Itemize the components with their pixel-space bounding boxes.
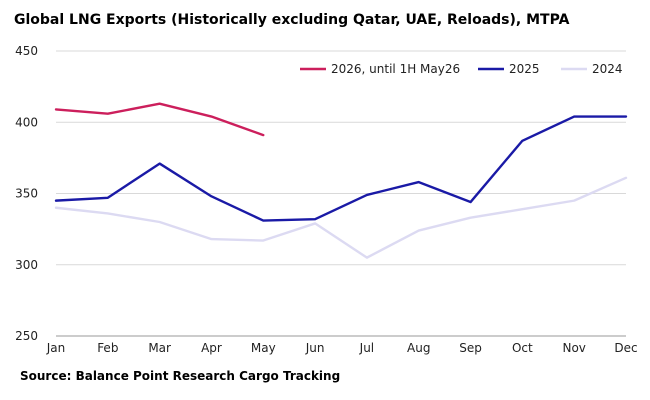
source-note: Source: Balance Point Research Cargo Tra… — [20, 369, 341, 383]
x-axis-ticks: Jan Feb Mar Apr May Jun Jul Aug Sep Oct Nov Dec — [46, 341, 638, 355]
y-tick-label: 300 — [15, 258, 38, 272]
series-line-2026-until-1h-may26 — [54, 102, 265, 137]
x-tick-label: Apr — [201, 341, 222, 355]
x-tick-label: Jul — [359, 341, 374, 355]
x-tick-label: Nov — [562, 341, 585, 355]
gridlines — [56, 50, 626, 337]
legend-label: 2024 — [592, 62, 623, 76]
y-tick-label: 400 — [15, 115, 38, 129]
series-lines — [54, 102, 628, 259]
x-tick-label: Dec — [614, 341, 637, 355]
y-tick-label: 450 — [15, 44, 38, 58]
y-tick-label: 250 — [15, 329, 38, 343]
x-tick-label: Oct — [512, 341, 533, 355]
x-tick-label: Jun — [305, 341, 325, 355]
legend-label: 2026, until 1H May26 — [331, 62, 460, 76]
x-tick-label: Aug — [407, 341, 430, 355]
chart-title: Global LNG Exports (Historically excludi… — [14, 12, 570, 28]
series-line-2025 — [54, 115, 628, 222]
x-tick-label: Mar — [148, 341, 171, 355]
series-line-2024 — [54, 176, 628, 259]
x-tick-label: Feb — [97, 341, 118, 355]
legend-label: 2025 — [509, 62, 540, 76]
y-axis-ticks: 250 300 350 400 450 — [15, 44, 38, 343]
x-tick-label: Jan — [46, 341, 66, 355]
x-tick-label: Sep — [459, 341, 482, 355]
y-tick-label: 350 — [15, 187, 38, 201]
legend: 2026, until 1H May26 2025 2024 — [300, 62, 623, 76]
x-tick-label: May — [251, 341, 276, 355]
